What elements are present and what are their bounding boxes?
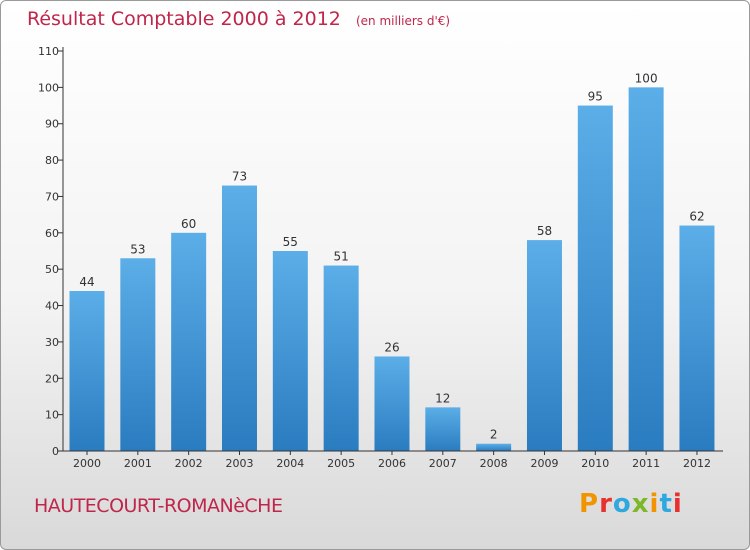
bar-value-label: 95 <box>588 90 603 104</box>
bar-2001 <box>120 258 156 451</box>
x-tick-label: 2005 <box>327 457 355 470</box>
bar-2010 <box>577 105 613 451</box>
bar-value-label: 12 <box>435 391 450 405</box>
y-tick-label: 50 <box>45 263 59 276</box>
x-tick-label: 2007 <box>429 457 457 470</box>
bar-value-label: 26 <box>384 340 399 354</box>
bars: 44 53 60 73 55 51 26 12 2 58 95 100 62 <box>69 71 715 451</box>
y-tick-label: 30 <box>45 336 59 349</box>
y-axis: 0 10 20 30 40 50 60 70 80 90 100 110 <box>38 45 64 458</box>
x-tick-label: 2008 <box>480 457 508 470</box>
bar-2004 <box>272 251 308 451</box>
x-tick-label: 2003 <box>225 457 253 470</box>
bar-value-label: 44 <box>79 275 94 289</box>
x-tick-label: 2010 <box>581 457 609 470</box>
y-tick-label: 90 <box>45 118 59 131</box>
bar-2008 <box>476 443 512 451</box>
bar-2011 <box>628 87 664 451</box>
bar-value-label: 53 <box>130 242 145 256</box>
proxiti-logo: Proxiti <box>579 489 683 519</box>
logo-letter: i <box>672 489 683 519</box>
x-tick-label: 2004 <box>276 457 304 470</box>
x-tick-label: 2002 <box>175 457 203 470</box>
y-tick-label: 60 <box>45 227 59 240</box>
bar-value-label: 60 <box>181 217 196 231</box>
bar-2006 <box>374 356 410 451</box>
y-tick-label: 110 <box>38 45 59 58</box>
bar-value-label: 2 <box>490 428 498 442</box>
x-tick-label: 2009 <box>530 457 558 470</box>
logo-letter: r <box>599 489 613 519</box>
bar-value-label: 73 <box>232 170 247 184</box>
bar-2005 <box>323 265 359 451</box>
x-axis: 2000 2001 2002 2003 2004 2005 2006 2007 2008 2009… <box>63 450 723 470</box>
bar-2003 <box>221 185 257 451</box>
y-tick-label: 10 <box>45 409 59 422</box>
logo-letter: i <box>649 489 660 519</box>
bar-2000 <box>69 291 105 451</box>
x-tick-label: 2011 <box>632 457 660 470</box>
bar-value-label: 55 <box>283 235 298 249</box>
bar-value-label: 58 <box>537 224 552 238</box>
y-tick-label: 0 <box>52 445 59 458</box>
chart-title: Résultat Comptable 2000 à 2012 <box>27 8 341 30</box>
bar-2002 <box>171 232 207 451</box>
logo-letter: o <box>612 489 632 519</box>
y-tick-label: 70 <box>45 190 59 203</box>
bar-value-label: 62 <box>689 210 704 224</box>
logo-letter: P <box>579 489 600 519</box>
y-tick-label: 20 <box>45 372 59 385</box>
logo-letter: x <box>631 489 650 519</box>
title-row: Résultat Comptable 2000 à 2012 (en milli… <box>27 8 450 30</box>
y-tick-label: 100 <box>38 81 59 94</box>
bar-2012 <box>679 225 715 451</box>
y-tick-label: 40 <box>45 300 59 313</box>
bar-value-label: 51 <box>334 250 349 264</box>
commune-name: HAUTECOURT-ROMANèCHE <box>34 495 283 517</box>
bar-2007 <box>425 407 461 451</box>
logo-letter: t <box>659 489 673 519</box>
chart-subtitle: (en milliers d'€) <box>355 14 451 28</box>
bar-2009 <box>526 240 562 451</box>
x-tick-label: 2006 <box>378 457 406 470</box>
x-tick-label: 2012 <box>683 457 711 470</box>
x-tick-label: 2001 <box>124 457 152 470</box>
bar-value-label: 100 <box>635 71 658 85</box>
y-tick-label: 80 <box>45 154 59 167</box>
x-tick-label: 2000 <box>73 457 101 470</box>
